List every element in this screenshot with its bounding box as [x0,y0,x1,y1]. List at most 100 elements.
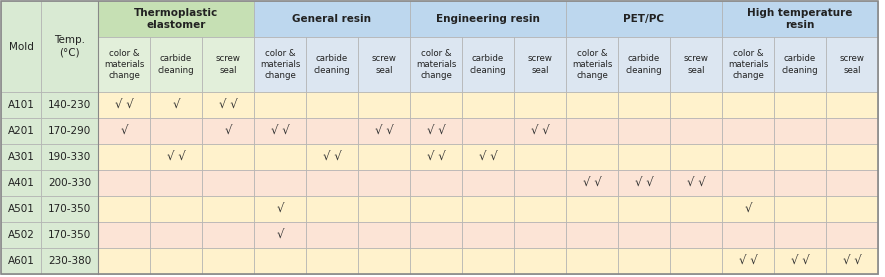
Text: 190-330: 190-330 [48,152,91,162]
Text: High temperature
resin: High temperature resin [747,8,852,30]
Bar [670,144,722,170]
Bar [306,37,358,92]
Bar [826,170,878,196]
Bar [410,248,462,274]
Bar [202,196,254,222]
Text: screw
seal: screw seal [683,55,708,75]
Bar [826,222,878,248]
Bar [1,196,41,222]
Bar [618,196,670,222]
Bar [1,144,41,170]
Bar [566,248,618,274]
Bar [618,222,670,248]
Text: √: √ [276,229,284,242]
Bar [410,118,462,144]
Bar [254,37,306,92]
Bar [410,170,462,196]
Text: screw
seal: screw seal [840,55,865,75]
Bar [722,222,774,248]
Text: color &
materials
change: color & materials change [260,49,300,80]
Bar [462,37,514,92]
Bar [98,196,150,222]
Bar [306,118,358,144]
Bar [618,92,670,118]
Bar [670,196,722,222]
Bar [1,170,41,196]
Bar [670,248,722,274]
Text: √ √: √ √ [635,176,653,189]
Text: √ √: √ √ [374,124,393,137]
Text: carbide
cleaning: carbide cleaning [313,55,350,75]
Text: Mold: Mold [9,42,34,52]
Bar [306,248,358,274]
Bar [722,37,774,92]
Bar [98,144,150,170]
Bar [670,170,722,196]
Bar [358,37,410,92]
Text: √ √: √ √ [115,99,134,112]
Bar [254,144,306,170]
Text: √: √ [224,124,232,137]
Bar [254,222,306,248]
Bar [462,222,514,248]
Bar [722,92,774,118]
Bar [358,92,410,118]
Bar [98,222,150,248]
Bar [618,170,670,196]
Bar [358,248,410,274]
Bar [202,118,254,144]
Bar [826,37,878,92]
Text: General resin: General resin [293,14,372,24]
Text: screw
seal: screw seal [216,55,241,75]
Bar [514,196,566,222]
Bar [98,1,254,37]
Text: carbide
cleaning: carbide cleaning [158,55,195,75]
Bar [774,118,826,144]
Text: √ √: √ √ [479,150,497,163]
Bar [462,144,514,170]
Bar [826,118,878,144]
Bar [514,144,566,170]
Text: √: √ [120,124,127,137]
Bar [202,248,254,274]
Bar [202,92,254,118]
Text: color &
materials
change: color & materials change [416,49,456,80]
Bar [41,196,98,222]
Text: √: √ [173,99,180,112]
Bar [254,1,410,37]
Text: √ √: √ √ [790,255,810,268]
Bar [514,118,566,144]
Text: √ √: √ √ [166,150,185,163]
Text: √: √ [276,202,284,216]
Bar [202,37,254,92]
Bar [1,92,41,118]
Bar [358,170,410,196]
Bar [722,170,774,196]
Bar [774,196,826,222]
Bar [618,118,670,144]
Bar [722,144,774,170]
Bar [462,92,514,118]
Bar [150,37,202,92]
Bar [98,170,150,196]
Bar [98,248,150,274]
Bar [722,118,774,144]
Bar [826,248,878,274]
Text: A601: A601 [8,256,35,266]
Text: 200-330: 200-330 [48,178,91,188]
Bar [410,37,462,92]
Text: A401: A401 [8,178,35,188]
Text: 140-230: 140-230 [48,100,91,110]
Bar [254,170,306,196]
Text: color &
materials
change: color & materials change [727,49,768,80]
Text: A201: A201 [8,126,35,136]
Bar [774,222,826,248]
Bar [566,170,618,196]
Text: √ √: √ √ [687,176,705,189]
Bar [670,92,722,118]
Bar [722,196,774,222]
Bar [410,222,462,248]
Bar [1,118,41,144]
Bar [306,92,358,118]
Text: A301: A301 [8,152,35,162]
